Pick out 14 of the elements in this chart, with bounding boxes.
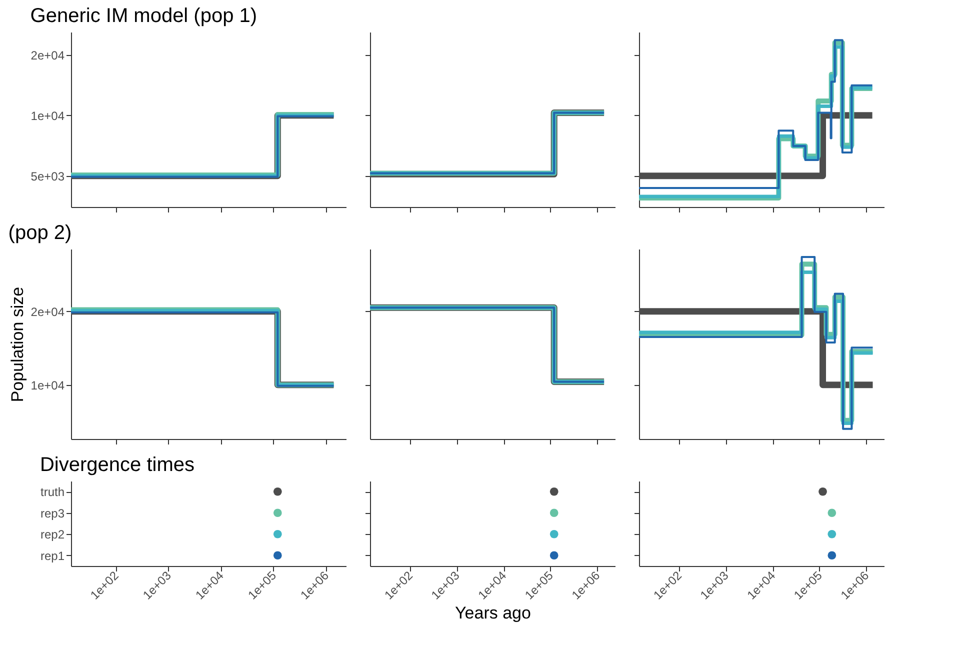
y-tick-label: 2e+04 (30, 304, 65, 319)
y-tick-label: 2e+04 (30, 48, 65, 62)
y-tick-label: 5e+03 (30, 169, 65, 184)
x-axis-title: Years ago (455, 604, 531, 623)
chart-title: Divergence times (40, 454, 194, 476)
chart-title: (pop 2) (8, 222, 72, 244)
y-tick-label: rep3 (40, 506, 65, 520)
y-tick-label: 1e+04 (30, 378, 65, 392)
y-tick-label: rep2 (40, 528, 65, 542)
y-tick-label: rep1 (40, 548, 65, 563)
y-axis-title: Population size (8, 286, 27, 402)
y-tick-label: 1e+04 (30, 108, 65, 123)
y-tick-label: truth (40, 485, 64, 500)
chart-title: Generic IM model (pop 1) (30, 5, 258, 27)
